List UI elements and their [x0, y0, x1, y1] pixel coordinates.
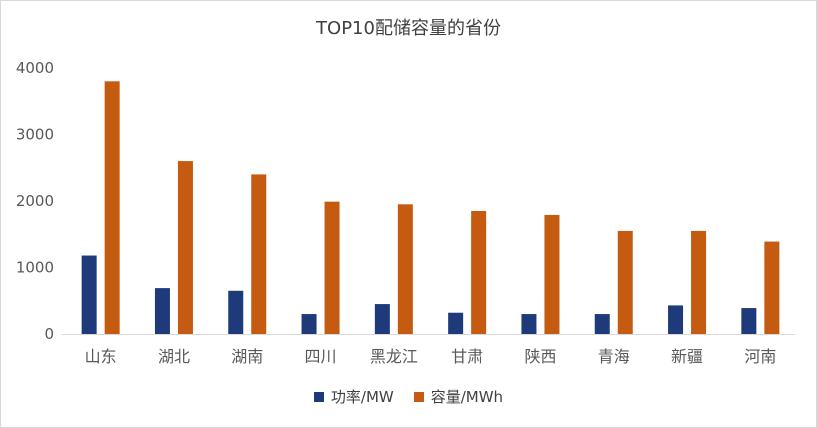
bar-capacity	[617, 230, 633, 334]
y-tick-label: 2000	[16, 192, 54, 210]
legend-item-capacity: 容量/MWh	[413, 386, 504, 407]
legend-swatch-capacity	[413, 391, 424, 402]
bar-power	[741, 308, 757, 334]
bar-power	[448, 312, 464, 334]
bar-power	[154, 288, 170, 334]
y-tick-label: 3000	[16, 126, 54, 144]
y-tick-label: 0	[44, 325, 54, 343]
bar-capacity	[324, 201, 340, 334]
bar-capacity	[104, 81, 120, 334]
x-tick-label: 河南	[744, 347, 776, 366]
legend-label-capacity: 容量/MWh	[430, 388, 504, 406]
x-tick-label: 湖南	[231, 347, 263, 366]
y-tick-label: 4000	[16, 59, 54, 77]
bar-capacity	[397, 204, 413, 334]
x-tick-label: 山东	[85, 347, 117, 366]
bar-power	[668, 305, 684, 334]
bar-capacity	[251, 174, 267, 334]
bar-capacity	[764, 241, 780, 334]
bar-power	[521, 314, 537, 334]
x-tick-label: 四川	[305, 347, 337, 366]
bar-capacity	[544, 214, 560, 334]
chart-title: TOP10配储容量的省份	[316, 18, 501, 39]
bar-capacity	[177, 161, 193, 334]
bar-capacity	[471, 210, 487, 334]
bar-power	[81, 255, 97, 334]
x-tick-label: 黑龙江	[370, 347, 418, 366]
bar-power	[228, 290, 244, 334]
bar-power	[594, 314, 610, 334]
bar-power	[301, 314, 317, 334]
bar-power	[374, 304, 390, 334]
legend-label-power: 功率/MW	[330, 388, 394, 406]
x-tick-label: 甘肃	[451, 347, 483, 366]
bar-capacity	[691, 230, 707, 334]
x-tick-label: 陕西	[524, 347, 556, 366]
x-tick-label: 新疆	[671, 347, 703, 366]
x-tick-label: 湖北	[158, 347, 190, 366]
legend-swatch-power	[313, 391, 324, 402]
y-tick-label: 1000	[16, 259, 54, 277]
x-tick-label: 青海	[598, 347, 630, 366]
legend-item-power: 功率/MW	[313, 386, 394, 407]
legend: 功率/MW 容量/MWh	[0, 386, 817, 407]
